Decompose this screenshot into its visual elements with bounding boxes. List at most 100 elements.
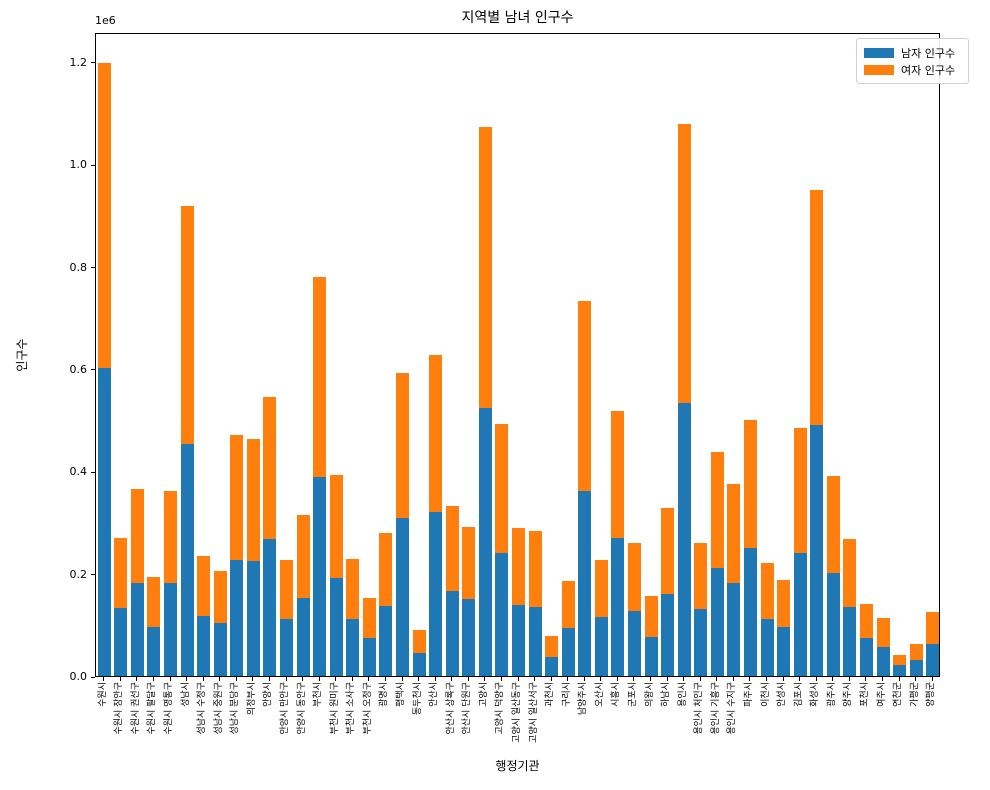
x-tick-mark (368, 677, 370, 681)
bar-male-segment (512, 604, 525, 676)
x-tick-mark (517, 677, 519, 681)
x-tick-mark (268, 677, 270, 681)
x-tick-label: 성남시 수정구 (197, 682, 208, 735)
bar-male-segment (644, 636, 658, 676)
stacked-bar (329, 475, 343, 676)
bar-male-segment (545, 657, 559, 676)
bar-female-segment (362, 597, 376, 638)
bar-male-segment (197, 615, 211, 676)
x-tick-label: 용인시 (677, 682, 688, 707)
x-tick-label: 김포시 (793, 682, 804, 707)
bar-male-segment (412, 653, 426, 676)
stacked-bar (810, 189, 824, 676)
x-tick-label: 용인시 기흥구 (710, 682, 721, 735)
bar-male-segment (611, 537, 625, 676)
bar-female-segment (462, 526, 476, 600)
stacked-bar (561, 581, 575, 676)
x-tick-mark (119, 677, 121, 681)
bar-female-segment (876, 618, 890, 647)
x-tick-mark (550, 677, 552, 681)
x-tick-mark (699, 677, 701, 681)
x-tick-label: 군포시 (627, 682, 638, 707)
x-tick-label: 성남시 중원구 (213, 682, 224, 735)
bar-male-segment (445, 590, 459, 676)
x-tick-label: 파주시 (743, 682, 754, 707)
bar-female-segment (429, 354, 443, 512)
stacked-bar (826, 476, 840, 676)
stacked-bar (893, 655, 907, 676)
y-tick-mark (91, 574, 95, 576)
bar-female-segment (263, 396, 277, 540)
bar-male-segment (859, 638, 873, 676)
y-tick-mark (91, 164, 95, 166)
stacked-bar (180, 205, 194, 676)
stacked-bar (379, 533, 393, 676)
x-tick-label: 시흥시 (611, 682, 622, 707)
bar-male-segment (926, 643, 940, 676)
x-tick-mark (434, 677, 436, 681)
x-tick-label: 여주시 (876, 682, 887, 707)
x-tick-label: 용인시 수지구 (727, 682, 738, 735)
stacked-bar (843, 539, 857, 676)
bar-female-segment (760, 563, 774, 619)
x-tick-label: 고양시 일산서구 (528, 682, 539, 743)
bar-male-segment (810, 425, 824, 676)
stacked-bar (313, 277, 327, 676)
x-tick-mark (219, 677, 221, 681)
bar-female-segment (313, 277, 327, 478)
legend: 남자 인구수 여자 인구수 (856, 38, 969, 84)
bar-male-segment (727, 582, 741, 676)
x-tick-mark (351, 677, 353, 681)
stacked-bar (644, 595, 658, 676)
bar-male-segment (263, 539, 277, 676)
x-tick-label: 과천시 (545, 682, 556, 707)
bar-male-segment (578, 490, 592, 676)
x-tick-label: 수원시 장안구 (114, 682, 125, 735)
bar-male-segment (362, 637, 376, 676)
bar-female-segment (396, 372, 410, 519)
bar-female-segment (909, 644, 923, 661)
x-tick-label: 고양시 (478, 682, 489, 707)
bar-male-segment (396, 518, 410, 676)
bar-female-segment (677, 124, 691, 404)
bar-female-segment (793, 428, 807, 554)
stacked-bar (114, 538, 128, 676)
bar-male-segment (114, 608, 128, 676)
x-tick-label: 양평군 (926, 682, 937, 707)
bar-male-segment (478, 408, 492, 676)
stacked-bar (578, 300, 592, 676)
bar-female-segment (478, 127, 492, 409)
x-tick-label: 평택시 (396, 682, 407, 707)
x-tick-label: 수원시 권선구 (130, 682, 141, 735)
bar-female-segment (810, 189, 824, 426)
x-tick-label: 안산시 상록구 (445, 682, 456, 735)
x-tick-mark (782, 677, 784, 681)
stacked-bar (130, 488, 144, 676)
bar-female-segment (893, 655, 907, 666)
x-tick-mark (384, 677, 386, 681)
stacked-bar (743, 420, 757, 676)
x-tick-label: 고양시 일산동구 (512, 682, 522, 743)
stacked-bar (760, 563, 774, 676)
bar-female-segment (346, 559, 360, 620)
bar-female-segment (180, 205, 194, 445)
bar-male-segment (329, 577, 343, 676)
bar-male-segment (180, 444, 194, 676)
bar-female-segment (826, 476, 840, 573)
bar-male-segment (843, 607, 857, 676)
y-tick-label: 0.0 (69, 670, 88, 683)
stacked-bar (777, 579, 791, 676)
bar-male-segment (694, 609, 708, 676)
x-tick-label: 남양주시 (578, 682, 589, 716)
x-tick-label: 포천시 (859, 682, 870, 707)
x-tick-mark (202, 677, 204, 681)
x-tick-label: 연천군 (893, 682, 904, 707)
x-tick-label: 하남시 (661, 682, 672, 707)
x-tick-mark (683, 677, 685, 681)
bar-female-segment (545, 636, 559, 658)
x-tick-mark (915, 677, 917, 681)
bar-female-segment (147, 577, 161, 627)
x-tick-mark (799, 677, 801, 681)
bar-female-segment (246, 439, 260, 561)
x-tick-label: 고양시 덕양구 (495, 682, 506, 735)
